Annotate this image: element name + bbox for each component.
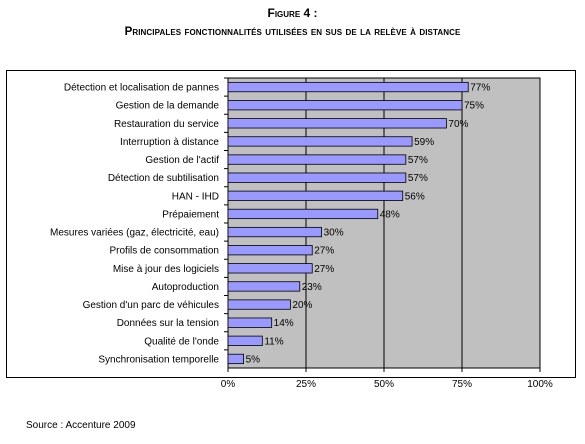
data-label: 5% xyxy=(246,354,261,365)
category-label: Interruption à distance xyxy=(120,137,219,148)
bar xyxy=(227,118,447,129)
figure-title: Principales fonctionnalités utilisées en… xyxy=(124,26,461,38)
bar xyxy=(227,136,413,147)
data-label: 27% xyxy=(314,264,334,275)
figure-label: Figure 4 : xyxy=(267,6,318,20)
category-label: Mesures variées (gaz, électricité, eau) xyxy=(50,228,219,239)
data-label: 77% xyxy=(470,83,490,94)
bar xyxy=(227,190,404,201)
category-label: Autoproduction xyxy=(152,282,219,293)
bar xyxy=(227,263,313,274)
category-label: Détection de subtilisation xyxy=(108,173,219,184)
data-label: 59% xyxy=(414,137,434,148)
bar xyxy=(227,172,407,183)
category-label: Restauration du service xyxy=(114,119,219,130)
data-label: 57% xyxy=(408,155,428,166)
data-label: 14% xyxy=(274,318,294,329)
category-label: Gestion de la demande xyxy=(116,101,220,112)
x-tick-label: 25% xyxy=(296,379,316,390)
bar xyxy=(227,100,463,111)
data-label: 48% xyxy=(380,209,400,220)
source-note: Source : Accenture 2009 xyxy=(26,420,136,431)
data-label: 11% xyxy=(264,336,283,347)
bar xyxy=(227,81,469,93)
x-tick-label: 100% xyxy=(527,379,553,390)
category-label: Qualité de l'onde xyxy=(144,336,219,347)
x-tick-label: 50% xyxy=(374,379,394,390)
bar xyxy=(227,317,273,328)
data-label: 23% xyxy=(302,282,322,293)
category-label: Synchronisation temporelle xyxy=(98,354,219,365)
category-label: Mise à jour des logiciels xyxy=(113,264,219,275)
data-label: 30% xyxy=(324,228,344,239)
data-label: 56% xyxy=(405,191,425,202)
category-label: Gestion de l'actif xyxy=(145,155,219,166)
x-tick-label: 75% xyxy=(452,379,472,390)
data-label: 27% xyxy=(314,246,334,257)
x-tick-label: 0% xyxy=(221,379,236,390)
category-label: Profils de consommation xyxy=(110,246,220,257)
category-label: Détection et localisation de pannes xyxy=(64,83,219,94)
data-label: 20% xyxy=(292,300,312,311)
bar xyxy=(227,335,263,346)
bar xyxy=(227,245,313,256)
data-label: 70% xyxy=(448,119,468,130)
bar xyxy=(227,226,322,238)
data-label: 57% xyxy=(408,173,428,184)
category-label: Prépaiement xyxy=(162,209,219,220)
data-label: 75% xyxy=(464,101,484,112)
bar xyxy=(227,154,407,165)
bar xyxy=(227,281,301,292)
bar xyxy=(227,353,244,365)
bar xyxy=(227,299,291,310)
category-label: HAN - IHD xyxy=(172,191,219,202)
category-label: Gestion d'un parc de véhicules xyxy=(83,300,219,311)
category-label: Données sur la tension xyxy=(117,318,219,329)
bar xyxy=(227,208,379,220)
